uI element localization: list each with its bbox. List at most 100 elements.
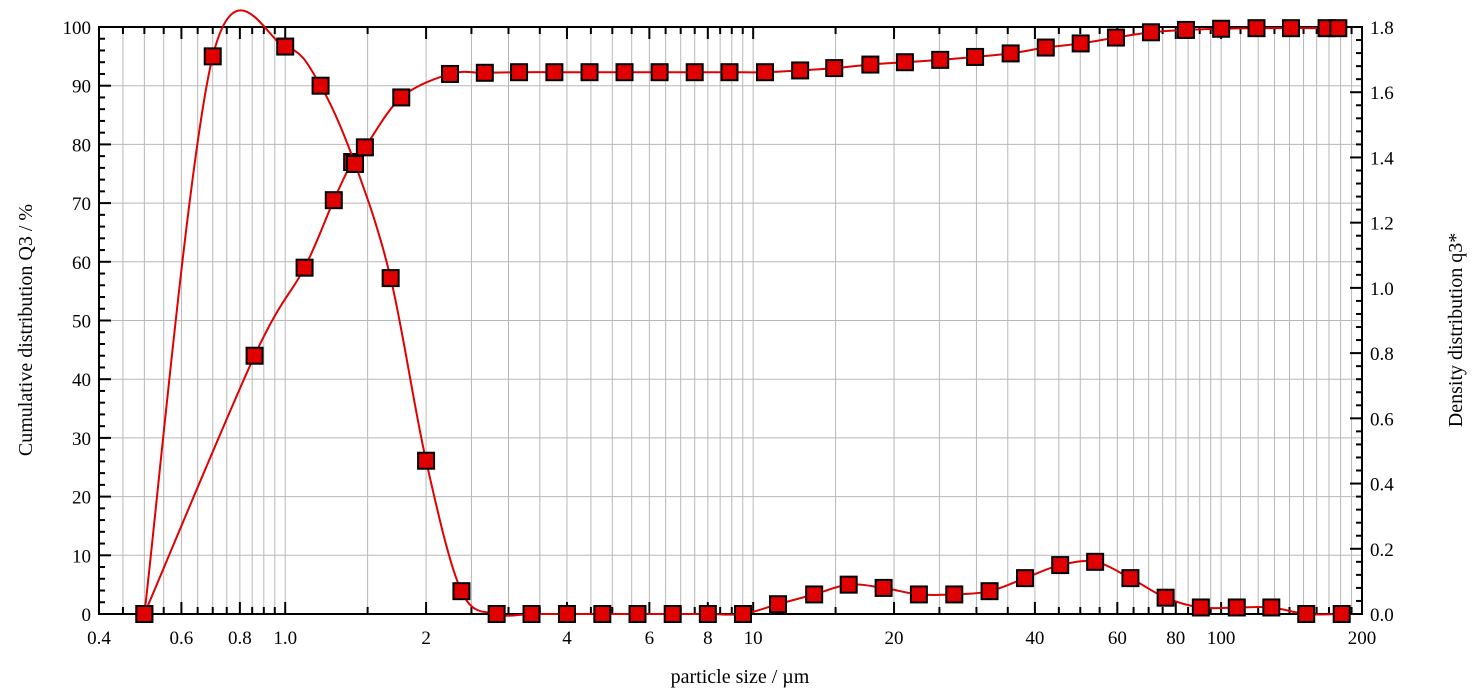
data-point bbox=[522, 605, 541, 623]
y-right-tick-label: 1.6 bbox=[1370, 83, 1394, 104]
y-axis-left-label: Cumulative distribution Q3 / % bbox=[15, 204, 37, 456]
y-axis-right-label: Density distribution q3* bbox=[1445, 233, 1467, 427]
data-point bbox=[417, 451, 436, 470]
data-point bbox=[1121, 569, 1140, 588]
data-point bbox=[381, 269, 400, 288]
data-point bbox=[1141, 23, 1160, 42]
data-point bbox=[1106, 28, 1125, 47]
data-point bbox=[441, 64, 460, 83]
data-point bbox=[1332, 605, 1351, 623]
data-point bbox=[1051, 556, 1070, 575]
data-point bbox=[791, 61, 810, 80]
tick-labels: 0.4 0.6 0.8 1.0 2 4 6 8 10 20 40 60 80 100 200 0 10 20 30 4… bbox=[63, 18, 1395, 649]
y-right-tick-label: 0.0 bbox=[1370, 605, 1394, 626]
data-point bbox=[203, 47, 222, 66]
y-left-tick-label: 70 bbox=[72, 194, 91, 215]
data-point bbox=[895, 53, 914, 72]
y-left-tick-label: 0 bbox=[82, 605, 92, 626]
data-point bbox=[135, 605, 154, 623]
data-point bbox=[1227, 598, 1246, 617]
data-point bbox=[1297, 605, 1316, 623]
y-left-tick-label: 100 bbox=[63, 18, 92, 39]
y-right-tick-label: 1.8 bbox=[1370, 18, 1394, 39]
data-point bbox=[392, 88, 411, 107]
data-point bbox=[245, 346, 264, 365]
y-left-tick-label: 10 bbox=[72, 546, 91, 567]
data-point bbox=[1086, 552, 1105, 571]
data-point bbox=[733, 605, 752, 623]
y-left-tick-label: 60 bbox=[72, 253, 91, 274]
data-point bbox=[663, 605, 682, 623]
data-point bbox=[545, 63, 564, 82]
data-point bbox=[355, 138, 374, 157]
x-tick-label: 8 bbox=[703, 628, 713, 649]
x-tick-label: 200 bbox=[1348, 628, 1377, 649]
data-point bbox=[452, 582, 471, 601]
y-right-tick-label: 0.2 bbox=[1370, 540, 1394, 561]
data-point bbox=[475, 63, 494, 82]
x-tick-label: 6 bbox=[645, 628, 655, 649]
data-point bbox=[324, 191, 343, 210]
grid bbox=[99, 27, 1362, 614]
data-point bbox=[839, 575, 858, 594]
y-left-tick-label: 50 bbox=[72, 312, 91, 333]
data-point bbox=[874, 578, 893, 597]
series-cumulative bbox=[135, 19, 1348, 623]
series-density bbox=[135, 9, 1351, 623]
y-left-tick-label: 90 bbox=[72, 77, 91, 98]
data-point bbox=[1191, 598, 1210, 617]
y-right-tick-label: 1.0 bbox=[1370, 279, 1394, 300]
data-point bbox=[966, 47, 985, 66]
data-point bbox=[720, 63, 739, 82]
data-point bbox=[580, 63, 599, 82]
x-tick-label: 0.4 bbox=[87, 628, 111, 649]
x-tick-label: 1.0 bbox=[273, 628, 297, 649]
x-tick-label: 4 bbox=[562, 628, 572, 649]
data-point bbox=[931, 50, 950, 69]
data-point bbox=[945, 585, 964, 604]
data-point bbox=[805, 585, 824, 604]
x-axis-label: particle size / µm bbox=[671, 666, 810, 688]
data-point bbox=[510, 63, 529, 82]
y-right-tick-label: 1.4 bbox=[1370, 148, 1394, 169]
data-point bbox=[1262, 598, 1281, 617]
x-tick-label: 40 bbox=[1025, 628, 1044, 649]
series-line bbox=[143, 27, 1339, 615]
data-point bbox=[650, 63, 669, 82]
y-left-tick-label: 20 bbox=[72, 488, 91, 509]
data-point bbox=[685, 63, 704, 82]
x-tick-label: 80 bbox=[1166, 628, 1185, 649]
data-point bbox=[311, 76, 330, 95]
x-tick-label: 0.8 bbox=[228, 628, 252, 649]
y-right-tick-label: 0.6 bbox=[1370, 409, 1394, 430]
data-point bbox=[487, 605, 506, 623]
data-point bbox=[1281, 19, 1300, 38]
x-tick-label: 10 bbox=[744, 628, 763, 649]
data-point bbox=[1329, 19, 1348, 38]
y-left-tick-label: 40 bbox=[72, 370, 91, 391]
x-tick-label: 100 bbox=[1207, 628, 1236, 649]
data-point bbox=[1016, 569, 1035, 588]
y-right-tick-label: 0.8 bbox=[1370, 344, 1394, 365]
y-left-tick-label: 80 bbox=[72, 135, 91, 156]
data-point bbox=[295, 258, 314, 277]
x-tick-label: 60 bbox=[1108, 628, 1127, 649]
data-point bbox=[557, 605, 576, 623]
data-point bbox=[861, 55, 880, 74]
data-point bbox=[909, 585, 928, 604]
data-point bbox=[1247, 19, 1266, 38]
y-right-tick-label: 0.4 bbox=[1370, 475, 1394, 496]
data-point bbox=[615, 63, 634, 82]
data-point bbox=[825, 59, 844, 78]
data-point bbox=[980, 582, 999, 601]
data-point bbox=[756, 63, 775, 82]
data-point bbox=[1001, 44, 1020, 63]
x-tick-label: 2 bbox=[421, 628, 431, 649]
data-point bbox=[628, 605, 647, 623]
data-point bbox=[346, 154, 365, 173]
data-point bbox=[698, 605, 717, 623]
data-point bbox=[1156, 588, 1175, 607]
data-point bbox=[1036, 38, 1055, 57]
data-point bbox=[1212, 19, 1231, 38]
